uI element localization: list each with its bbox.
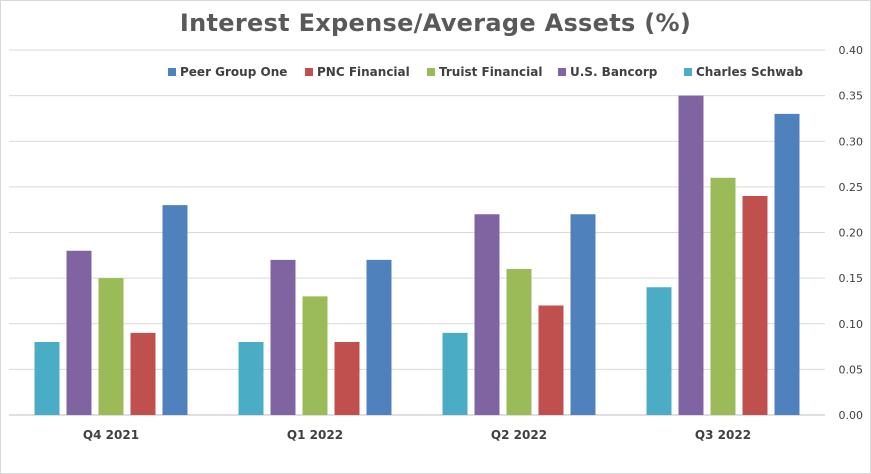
x-tick-label: Q4 2021: [83, 428, 139, 442]
legend-item: Peer Group One: [168, 65, 287, 79]
bar-pnc-financial-q3-2022: [742, 196, 768, 415]
bar-pnc-financial-q2-2022: [538, 305, 564, 415]
y-tick-label: 0.10: [839, 318, 864, 331]
chart-legend: Peer Group One PNC Financial Truist Financ…: [1, 65, 870, 83]
legend-swatch: [427, 68, 435, 76]
bar-charles-schwab-q1-2022: [238, 342, 264, 415]
bar-peer-group-one-q3-2022: [774, 113, 800, 415]
y-tick-label: 0.35: [839, 90, 864, 103]
y-tick-label: 0.15: [839, 272, 864, 285]
bar-truist-financial-q3-2022: [710, 177, 736, 415]
legend-label: Charles Schwab: [696, 65, 804, 79]
legend-label: Truist Financial: [439, 65, 543, 79]
y-tick-label: 0.25: [839, 181, 864, 194]
bar-truist-financial-q2-2022: [506, 269, 532, 415]
legend-label: Peer Group One: [180, 65, 288, 79]
bar-pnc-financial-q1-2022: [334, 342, 360, 415]
legend-item: PNC Financial: [305, 65, 410, 79]
bar-u-s-bancorp-q3-2022: [678, 95, 704, 415]
y-tick-label: 0.00: [839, 409, 864, 422]
y-tick-label: 0.20: [839, 227, 864, 240]
bar-charles-schwab-q3-2022: [646, 287, 672, 415]
y-tick-label: 0.40: [839, 44, 864, 57]
bar-peer-group-one-q4-2021: [162, 205, 188, 415]
bar-charles-schwab-q2-2022: [442, 332, 468, 415]
legend-swatch: [684, 68, 692, 76]
bar-charles-schwab-q4-2021: [34, 342, 60, 415]
y-tick-label: 0.30: [839, 135, 864, 148]
x-tick-label: Q3 2022: [695, 428, 751, 442]
bar-u-s-bancorp-q2-2022: [474, 214, 500, 415]
legend-swatch: [558, 68, 566, 76]
bar-truist-financial-q1-2022: [302, 296, 328, 415]
legend-item: Charles Schwab: [684, 65, 803, 79]
x-tick-label: Q1 2022: [287, 428, 343, 442]
y-tick-label: 0.05: [839, 363, 864, 376]
bar-truist-financial-q4-2021: [98, 278, 124, 415]
chart-title: Interest Expense/Average Assets (%): [179, 9, 692, 37]
legend-item: Truist Financial: [427, 65, 542, 79]
legend-item: U.S. Bancorp: [558, 65, 657, 79]
bar-peer-group-one-q1-2022: [366, 259, 392, 415]
legend-label: PNC Financial: [317, 65, 410, 79]
bar-u-s-bancorp-q1-2022: [270, 259, 296, 415]
legend-label: U.S. Bancorp: [570, 65, 658, 79]
bar-peer-group-one-q2-2022: [570, 214, 596, 415]
legend-swatch: [305, 68, 313, 76]
bar-pnc-financial-q4-2021: [130, 332, 156, 415]
x-tick-label: Q2 2022: [491, 428, 547, 442]
legend-swatch: [168, 68, 176, 76]
bar-u-s-bancorp-q4-2021: [66, 250, 92, 415]
